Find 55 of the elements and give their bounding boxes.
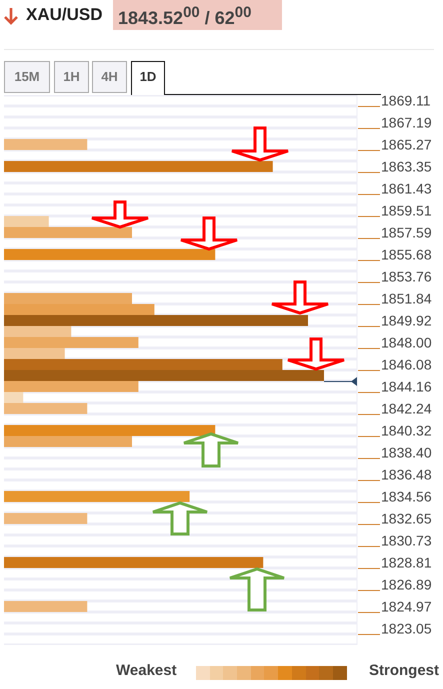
bar [4,513,88,524]
y-tick-label: 1840.32 [381,422,432,438]
bar [4,425,216,436]
bar [4,216,49,227]
y-tick-label: 1861.43 [381,180,432,196]
y-tick-label: 1842.24 [381,400,432,416]
y-tick-label: 1859.51 [381,202,432,218]
y-tick-label: 1857.59 [381,224,432,240]
bar [4,304,154,315]
text: 1H [54,61,89,93]
bar [4,139,88,150]
chart-subtitle: 1843.52$^{00}$ / 62$^{00}$ [118,4,252,29]
y-tick-label: 1849.92 [381,312,432,328]
bar [4,381,138,392]
text: 4H [92,61,127,93]
y-tick-label: 1853.76 [381,268,432,284]
bar [4,161,273,172]
text: 15M [4,61,50,93]
y-tick-label: 1836.48 [381,466,432,482]
bar [4,557,264,568]
y-tick-label: 1863.35 [381,158,432,174]
bar [4,315,308,326]
bar [4,293,132,304]
bar [4,359,282,370]
bar [4,227,132,238]
bar [4,348,65,359]
y-tick-label: 1846.08 [381,356,432,372]
y-tick-label: 1867.19 [381,114,432,130]
y-tick-label: 1855.68 [381,246,432,262]
text: 1D [131,61,165,95]
y-tick-label: 1823.05 [381,620,432,636]
y-tick-label: 1824.97 [381,598,432,614]
text: Strongest [369,662,440,679]
bar [4,601,88,612]
bar [4,249,216,260]
bar [4,337,138,348]
y-tick-label: 1848.00 [381,334,432,350]
bar [4,326,72,337]
y-tick-label: 1828.81 [381,554,432,570]
y-tick-label: 1830.73 [381,532,432,548]
y-tick-label: 1826.89 [381,576,432,592]
y-tick-label: 1834.56 [381,488,432,504]
bar [4,403,88,414]
text: Weakest [116,662,177,679]
bar [4,392,24,403]
bar [4,370,324,381]
bar [4,436,132,447]
y-tick-label: 1832.65 [381,510,432,526]
y-tick-label: 1869.11 [381,92,431,108]
y-tick-label: 1844.16 [381,378,432,394]
y-tick-label: 1851.84 [381,290,432,306]
y-tick-label: 1865.27 [381,136,432,152]
chart-title: XAU/USD [26,5,103,25]
bar [4,491,190,502]
y-tick-label: 1838.40 [381,444,432,460]
